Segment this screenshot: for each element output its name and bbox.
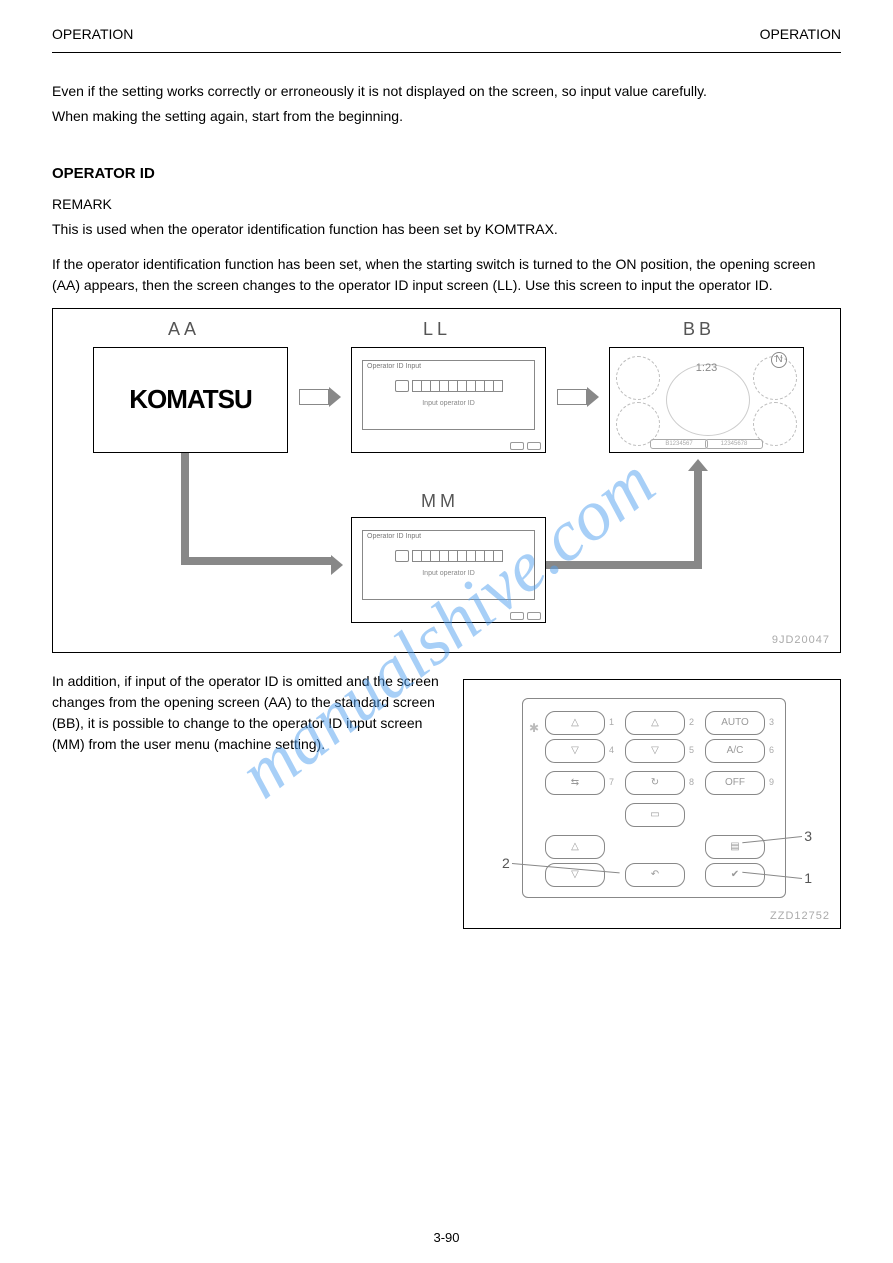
ll-title: Operator ID Input: [367, 363, 534, 370]
figure-code: 9JD20047: [772, 634, 830, 646]
arrow-head-icon: [331, 555, 343, 575]
btn-up-1[interactable]: △: [545, 711, 605, 735]
num-8: 8: [689, 777, 694, 787]
screen-bb: 1:23 N B1234567 12345678: [609, 347, 804, 453]
mm-footer-btns: [510, 612, 541, 620]
ll-footer-btns: [510, 442, 541, 450]
num-1: 1: [609, 717, 614, 727]
remark-label: REMARK: [52, 194, 841, 215]
num-4: 4: [609, 745, 614, 755]
keypad-figure-code: ZZD12752: [770, 910, 830, 922]
bb-strip-2: 12345678: [705, 439, 763, 449]
arrow-head-icon: [587, 387, 599, 407]
num-2: 2: [689, 717, 694, 727]
btn-auto[interactable]: AUTO: [705, 711, 765, 735]
remark-body: This is used when the operator identific…: [52, 219, 841, 240]
flow-figure: AA LL BB MM KOMATSU Operator ID Input In…: [52, 308, 841, 653]
header-right: OPERATION: [760, 26, 841, 42]
num-7: 7: [609, 777, 614, 787]
num-5: 5: [689, 745, 694, 755]
btn-off[interactable]: OFF: [705, 771, 765, 795]
ll-input-cells: [413, 380, 503, 392]
label-aa: AA: [168, 319, 200, 340]
gauge-icon: [666, 364, 750, 436]
btn-ac[interactable]: A/C: [705, 739, 765, 763]
btn-up-nav[interactable]: △: [545, 835, 605, 859]
fan-icon: ✱: [529, 721, 539, 735]
label-mm: MM: [421, 491, 459, 512]
page-header: OPERATION OPERATION: [52, 26, 841, 42]
komatsu-logo: KOMATSU: [129, 384, 252, 415]
arrow-icon: [299, 389, 329, 405]
screen-mm: Operator ID Input Input operator ID: [351, 517, 546, 623]
arrow-icon: [557, 389, 587, 405]
intro-line-2: When making the setting again, start fro…: [52, 106, 841, 127]
label-ll: LL: [423, 319, 451, 340]
header-left: OPERATION: [52, 26, 133, 42]
intro-line-1: Even if the setting works correctly or e…: [52, 81, 841, 102]
page-number: 3-90: [433, 1230, 459, 1245]
arrow-segment: [546, 561, 702, 569]
arrow-segment: [694, 471, 702, 569]
ll-msg: Input operator ID: [363, 400, 534, 407]
after-flow-para: In addition, if input of the operator ID…: [52, 671, 442, 755]
btn-defrost[interactable]: ▭: [625, 803, 685, 827]
btn-vent[interactable]: ⇆: [545, 771, 605, 795]
screen-aa: KOMATSU: [93, 347, 288, 453]
arrow-head-icon: [329, 387, 341, 407]
mm-title: Operator ID Input: [367, 533, 534, 540]
mm-input-cells: [413, 550, 503, 562]
btn-down-1[interactable]: ▽: [545, 739, 605, 763]
section-title: OPERATOR ID: [52, 163, 841, 186]
callout-1: 1: [804, 870, 812, 886]
mm-msg: Input operator ID: [363, 570, 534, 577]
callout-3: 3: [804, 828, 812, 844]
btn-up-2[interactable]: △: [625, 711, 685, 735]
para-1: If the operator identification function …: [52, 254, 841, 296]
callout-2: 2: [502, 855, 510, 871]
arrow-head-icon: [688, 459, 708, 471]
arrow-segment: [181, 557, 331, 565]
num-9: 9: [769, 777, 774, 787]
btn-down-2[interactable]: ▽: [625, 739, 685, 763]
bb-time: 1:23: [696, 362, 717, 374]
bb-strip-1: B1234567: [650, 439, 708, 449]
arrow-segment: [181, 453, 189, 565]
gauge-icon: [616, 356, 660, 400]
label-bb: BB: [683, 319, 715, 340]
btn-recirc[interactable]: ↻: [625, 771, 685, 795]
num-3: 3: [769, 717, 774, 727]
keypad-figure: ✱ △ 1 △ 2 AUTO 3 ▽ 4 ▽ 5 A/C 6 ⇆ 7 ↻ 8: [463, 679, 841, 929]
person-icon: [395, 550, 409, 562]
header-rule: [52, 52, 841, 53]
gear-n-indicator: N: [771, 352, 787, 368]
btn-confirm[interactable]: ✔: [705, 863, 765, 887]
num-6: 6: [769, 745, 774, 755]
screen-ll: Operator ID Input Input operator ID: [351, 347, 546, 453]
btn-back[interactable]: ↶: [625, 863, 685, 887]
btn-menu[interactable]: ▤: [705, 835, 765, 859]
person-icon: [395, 380, 409, 392]
